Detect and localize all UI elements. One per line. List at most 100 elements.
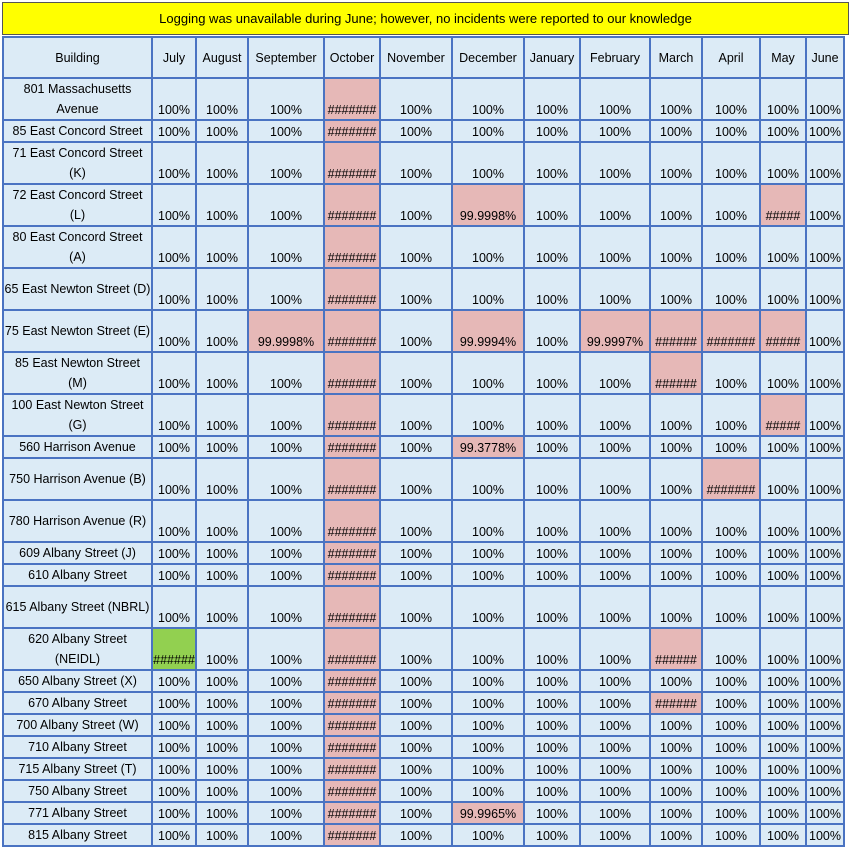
uptime-cell: 100% bbox=[451, 713, 525, 737]
table-row: 72 East Concord Street (L) 100% 100% 100% ##… bbox=[2, 183, 845, 227]
table-row: 71 East Concord Street (K) 100% 100% 100% ##… bbox=[2, 141, 845, 185]
uptime-cell: 100% bbox=[523, 585, 581, 629]
uptime-cell: 100% bbox=[759, 735, 807, 759]
uptime-cell: 100% bbox=[701, 351, 761, 395]
uptime-cell: 100% bbox=[805, 309, 845, 353]
column-header-july: July bbox=[151, 36, 197, 79]
building-name: 80 East Concord Street (A) bbox=[2, 225, 153, 269]
uptime-cell: 100% bbox=[579, 225, 651, 269]
uptime-cell: 100% bbox=[151, 351, 197, 395]
uptime-cell: 100% bbox=[805, 119, 845, 143]
uptime-cell: 100% bbox=[151, 691, 197, 715]
uptime-cell: 100% bbox=[649, 779, 703, 803]
uptime-cell: 100% bbox=[451, 757, 525, 781]
uptime-cell: 100% bbox=[701, 77, 761, 121]
header-row: Building July August September October Novemb… bbox=[2, 36, 845, 79]
uptime-cell: ####### bbox=[323, 757, 381, 781]
uptime-cell: 100% bbox=[451, 499, 525, 543]
building-name: 75 East Newton Street (E) bbox=[2, 309, 153, 353]
table-row: 75 East Newton Street (E) 100% 100% 99.9998… bbox=[2, 309, 845, 353]
uptime-cell: 100% bbox=[151, 713, 197, 737]
uptime-cell: 100% bbox=[247, 823, 325, 847]
uptime-cell: 100% bbox=[649, 435, 703, 459]
uptime-cell: ####### bbox=[701, 457, 761, 501]
building-name: 780 Harrison Avenue (R) bbox=[2, 499, 153, 543]
uptime-cell: 100% bbox=[579, 457, 651, 501]
building-name: 715 Albany Street (T) bbox=[2, 757, 153, 781]
building-name: 610 Albany Street bbox=[2, 563, 153, 587]
uptime-cell: 100% bbox=[247, 119, 325, 143]
uptime-cell: 100% bbox=[379, 563, 453, 587]
uptime-cell: 100% bbox=[451, 267, 525, 311]
uptime-cell: 100% bbox=[379, 541, 453, 565]
uptime-cell: 100% bbox=[379, 457, 453, 501]
uptime-cell: 100% bbox=[579, 735, 651, 759]
uptime-cell: 100% bbox=[649, 225, 703, 269]
uptime-cell: 100% bbox=[649, 77, 703, 121]
uptime-cell: 100% bbox=[759, 801, 807, 825]
uptime-cell: 100% bbox=[379, 119, 453, 143]
uptime-cell: 100% bbox=[247, 435, 325, 459]
uptime-cell: 100% bbox=[805, 563, 845, 587]
table-row: 700 Albany Street (W) 100% 100% 100% #######… bbox=[2, 713, 845, 737]
column-header-building: Building bbox=[2, 36, 153, 79]
uptime-cell: 100% bbox=[805, 77, 845, 121]
building-name: 85 East Newton Street (M) bbox=[2, 351, 153, 395]
table-row: 615 Albany Street (NBRL) 100% 100% 100% ####… bbox=[2, 585, 845, 629]
table-row: 771 Albany Street 100% 100% 100% ####### 100%… bbox=[2, 801, 845, 825]
uptime-cell: 100% bbox=[247, 267, 325, 311]
uptime-cell: 100% bbox=[523, 183, 581, 227]
column-header-october: October bbox=[323, 36, 381, 79]
uptime-cell: 100% bbox=[759, 627, 807, 671]
uptime-cell: 100% bbox=[579, 691, 651, 715]
uptime-cell: 100% bbox=[451, 541, 525, 565]
column-header-december: December bbox=[451, 36, 525, 79]
uptime-cell: 100% bbox=[805, 541, 845, 565]
uptime-cell: 100% bbox=[379, 585, 453, 629]
table-row: 815 Albany Street 100% 100% 100% ####### 100%… bbox=[2, 823, 845, 847]
uptime-cell: 100% bbox=[151, 541, 197, 565]
uptime-cell: 100% bbox=[379, 351, 453, 395]
uptime-cell: 100% bbox=[151, 119, 197, 143]
uptime-cell: 100% bbox=[701, 435, 761, 459]
uptime-cell: 100% bbox=[805, 225, 845, 269]
uptime-cell: 100% bbox=[523, 823, 581, 847]
uptime-cell: 100% bbox=[759, 351, 807, 395]
uptime-cell: 100% bbox=[701, 735, 761, 759]
uptime-cell: 100% bbox=[523, 225, 581, 269]
uptime-cell: 100% bbox=[805, 757, 845, 781]
uptime-cell: 100% bbox=[195, 563, 249, 587]
uptime-cell: 100% bbox=[579, 713, 651, 737]
table-row: 801 Massachusetts Avenue 100% 100% 100% ####… bbox=[2, 77, 845, 121]
uptime-cell: 100% bbox=[379, 823, 453, 847]
uptime-cell: 100% bbox=[523, 457, 581, 501]
uptime-cell: 100% bbox=[379, 713, 453, 737]
uptime-cell: 100% bbox=[649, 499, 703, 543]
uptime-cell: 100% bbox=[195, 735, 249, 759]
uptime-cell: 100% bbox=[759, 713, 807, 737]
uptime-cell: 100% bbox=[451, 823, 525, 847]
uptime-cell: 100% bbox=[151, 435, 197, 459]
uptime-cell: 100% bbox=[579, 801, 651, 825]
uptime-cell: 100% bbox=[805, 779, 845, 803]
uptime-cell: 100% bbox=[759, 757, 807, 781]
uptime-cell: 100% bbox=[247, 669, 325, 693]
uptime-cell: 100% bbox=[701, 393, 761, 437]
uptime-cell: 100% bbox=[195, 627, 249, 671]
building-name: 750 Albany Street bbox=[2, 779, 153, 803]
building-name: 65 East Newton Street (D) bbox=[2, 267, 153, 311]
table-row: 710 Albany Street 100% 100% 100% ####### 100%… bbox=[2, 735, 845, 759]
uptime-cell: 100% bbox=[805, 267, 845, 311]
uptime-cell: 100% bbox=[701, 183, 761, 227]
uptime-cell: ####### bbox=[323, 77, 381, 121]
uptime-cell: 100% bbox=[379, 735, 453, 759]
uptime-cell: 100% bbox=[379, 757, 453, 781]
uptime-cell: 100% bbox=[451, 779, 525, 803]
uptime-cell: 100% bbox=[451, 393, 525, 437]
building-name: 650 Albany Street (X) bbox=[2, 669, 153, 693]
uptime-cell: 100% bbox=[151, 393, 197, 437]
building-name: 815 Albany Street bbox=[2, 823, 153, 847]
uptime-cell: 100% bbox=[701, 823, 761, 847]
uptime-cell: 100% bbox=[151, 823, 197, 847]
building-name: 615 Albany Street (NBRL) bbox=[2, 585, 153, 629]
